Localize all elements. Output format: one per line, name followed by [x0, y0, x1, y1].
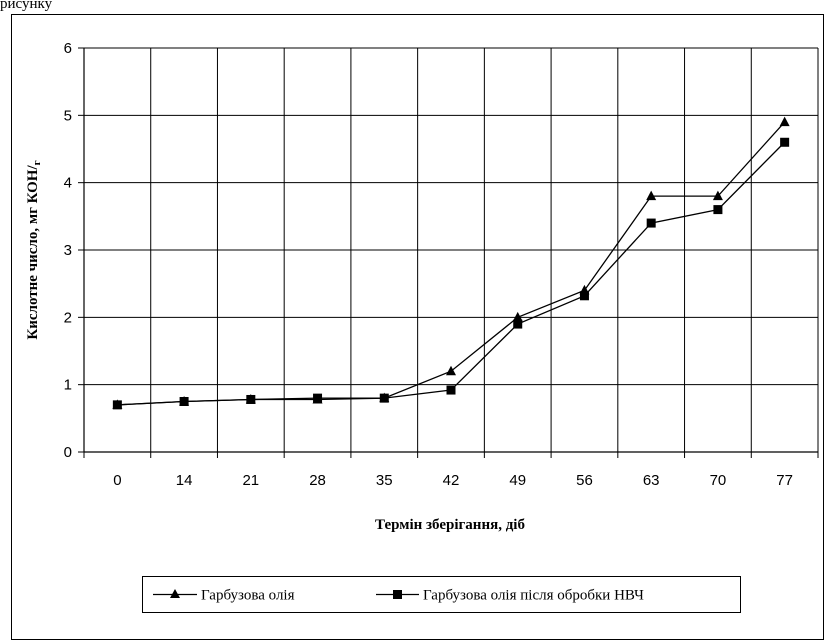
- x-tick-label: 0: [113, 472, 121, 489]
- legend-entry-series-1: Гарбузова олія: [153, 588, 295, 604]
- series-2-point: [313, 393, 323, 403]
- y-tick-label: 5: [64, 107, 72, 124]
- series-1-point: [446, 365, 456, 376]
- y-tick-label: 0: [64, 444, 72, 461]
- axes: [78, 47, 819, 458]
- series-2-point: [646, 218, 656, 228]
- triangle-marker-icon: [170, 589, 180, 598]
- legend-entry-series-2: Гарбузова олія після обробки НВЧ: [376, 588, 644, 604]
- y-tick-labels: 0 1 2 3 4 5 6: [64, 40, 72, 461]
- x-tick-label: 14: [176, 472, 193, 489]
- series-2-point: [780, 137, 790, 147]
- x-tick-label: 77: [776, 472, 793, 489]
- y-tick-label: 4: [64, 175, 72, 192]
- y-tick-label: 6: [64, 40, 72, 57]
- series-2-point: [179, 397, 189, 406]
- y-tick-label: 1: [64, 377, 72, 394]
- series-2-point: [513, 319, 523, 329]
- legend-label-series-1: Гарбузова олія: [201, 588, 295, 604]
- x-tick-labels: 0 14 21 28 35 42 49 56 63 70 77: [113, 472, 793, 489]
- x-tick-label: 63: [643, 472, 660, 489]
- x-tick-label: 56: [576, 472, 593, 489]
- x-tick-label: 28: [309, 472, 326, 489]
- series-1-point: [646, 190, 657, 201]
- x-tick-label: 35: [376, 472, 393, 489]
- series-2-point: [379, 393, 389, 403]
- series-1-point: [779, 116, 790, 127]
- x-tick-label: 70: [710, 472, 727, 489]
- grid-lines: [84, 47, 819, 452]
- y-axis-label-sub: г: [31, 160, 43, 165]
- x-axis-label: Термін зберігання, діб: [375, 517, 525, 533]
- series-2-point: [446, 385, 456, 395]
- series-2-point: [713, 205, 723, 215]
- y-axis-label: Кислотне число, мг КОН/г: [25, 160, 43, 339]
- y-axis-label-main: Кислотне число, мг КОН/: [25, 165, 41, 340]
- y-tick-label: 2: [64, 309, 72, 326]
- series-1-point: [512, 311, 523, 322]
- series-2-point: [246, 394, 256, 404]
- series-2-point: [579, 291, 589, 301]
- y-tick-label: 3: [64, 242, 72, 259]
- x-tick-label: 42: [443, 472, 460, 489]
- x-tick-label: 49: [509, 472, 526, 489]
- legend: Гарбузова олія Гарбузова олія після обро…: [142, 576, 741, 613]
- x-tick-label: 21: [242, 472, 259, 489]
- series-2-point: [112, 400, 122, 410]
- series-1-point: [712, 190, 723, 201]
- series-group: [112, 116, 790, 410]
- legend-label-series-2: Гарбузова олія після обробки НВЧ: [423, 588, 644, 604]
- square-marker-icon: [393, 590, 402, 599]
- caption-fragment: рисунку: [0, 0, 53, 12]
